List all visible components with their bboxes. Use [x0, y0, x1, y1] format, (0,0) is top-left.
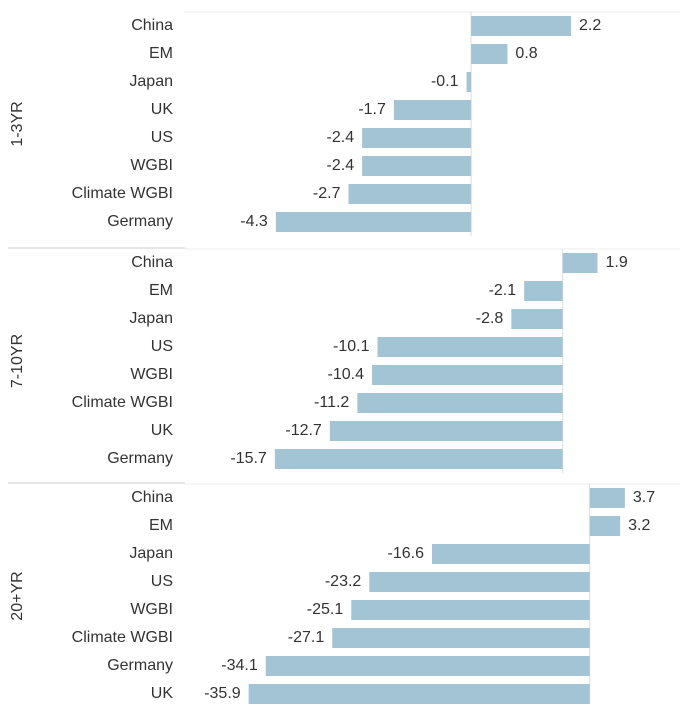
category-label: China	[131, 254, 173, 271]
category-label: UK	[151, 101, 174, 118]
bar	[393, 100, 472, 120]
bar	[275, 212, 472, 232]
bar	[471, 44, 508, 64]
value-label: -2.7	[313, 185, 341, 202]
value-label: -12.7	[285, 422, 322, 439]
panel-label: 20+YR	[9, 571, 26, 620]
value-label: -34.1	[221, 657, 258, 674]
bar	[265, 656, 590, 676]
bar	[248, 684, 590, 704]
value-label: -2.8	[476, 310, 504, 327]
value-label: -10.1	[333, 338, 370, 355]
bar	[432, 544, 590, 564]
value-label: 3.2	[628, 517, 650, 534]
category-label: Climate WGBI	[72, 185, 173, 202]
value-label: -11.2	[314, 394, 349, 411]
category-label: Climate WGBI	[72, 394, 173, 411]
category-label: China	[131, 489, 173, 506]
value-label: -25.1	[307, 601, 344, 618]
value-label: 0.8	[515, 45, 537, 62]
bar	[471, 16, 572, 36]
value-label: 3.7	[633, 489, 655, 506]
category-label: WGBI	[130, 601, 173, 618]
category-label: US	[151, 338, 173, 355]
value-label: -15.7	[230, 450, 267, 467]
category-label: UK	[151, 422, 174, 439]
bar	[524, 281, 563, 301]
category-label: Germany	[107, 450, 173, 467]
bar	[351, 600, 590, 620]
bar	[372, 365, 563, 385]
bar	[362, 156, 472, 176]
value-label: -0.1	[431, 73, 459, 90]
bar	[369, 572, 590, 592]
category-label: Japan	[129, 545, 173, 562]
value-label: 2.2	[579, 17, 601, 34]
category-label: Germany	[107, 657, 173, 674]
value-label: -2.4	[327, 129, 355, 146]
category-label: WGBI	[130, 157, 173, 174]
bar	[357, 393, 563, 413]
value-label: -2.4	[327, 157, 355, 174]
value-label: -35.9	[204, 685, 241, 702]
panel-label: 7-10YR	[9, 334, 26, 388]
bar	[348, 184, 472, 204]
category-label: EM	[149, 517, 173, 534]
category-label: UK	[151, 685, 174, 702]
category-label: EM	[149, 282, 173, 299]
bar	[589, 488, 625, 508]
category-label: Japan	[129, 73, 173, 90]
bar	[329, 421, 563, 441]
bar	[511, 309, 563, 329]
value-label: -2.1	[489, 282, 517, 299]
value-label: -23.2	[325, 573, 362, 590]
bar	[332, 628, 590, 648]
bar	[274, 449, 563, 469]
value-label: -1.7	[358, 101, 386, 118]
category-label: China	[131, 17, 173, 34]
category-label: Germany	[107, 213, 173, 230]
value-label: -4.3	[240, 213, 268, 230]
category-label: WGBI	[130, 366, 173, 383]
bar	[362, 128, 472, 148]
value-label: 1.9	[606, 254, 628, 271]
category-label: Japan	[129, 310, 173, 327]
value-label: -27.1	[288, 629, 325, 646]
category-label: Climate WGBI	[72, 629, 173, 646]
value-label: -10.4	[328, 366, 365, 383]
bar	[589, 516, 621, 536]
bar	[562, 253, 598, 273]
category-label: US	[151, 573, 173, 590]
bar	[466, 72, 472, 92]
category-label: US	[151, 129, 173, 146]
panel-label: 1-3YR	[9, 101, 26, 146]
bar	[377, 337, 563, 357]
category-label: EM	[149, 45, 173, 62]
value-label: -16.6	[388, 545, 425, 562]
